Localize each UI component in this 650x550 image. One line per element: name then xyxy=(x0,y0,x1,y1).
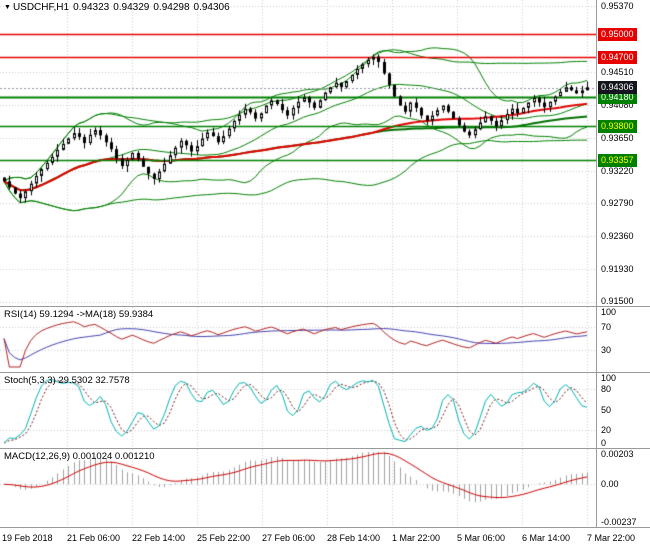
price-tick-label: 0.91500 xyxy=(601,296,634,306)
time-axis-label: 22 Feb 14:00 xyxy=(132,533,186,543)
macd-panel: MACD(12,26,9) 0.001024 0.001210 xyxy=(0,449,596,527)
rsi-tick-label: 100 xyxy=(601,307,617,317)
macd-tick-label: 0.00 xyxy=(601,479,619,490)
main-chart-panel: ▼ USDCHF,H1 0.94323 0.94329 0.94298 0.94306 xyxy=(0,0,596,306)
level-price-label: 0.95000 xyxy=(598,27,637,41)
current-price-label: 0.94306 xyxy=(598,81,637,95)
price-tick-label: 0.94080 xyxy=(601,99,634,110)
time-axis-label: 1 Mar 22:00 xyxy=(392,533,441,543)
time-axis-label: 28 Feb 14:00 xyxy=(327,533,381,543)
level-price-label: 0.93800 xyxy=(598,119,637,133)
panel-separator xyxy=(0,448,650,449)
time-axis-label: 5 Mar 06:00 xyxy=(457,533,506,543)
stochastic-tick-label: 50 xyxy=(601,404,612,415)
time-axis-label: 27 Feb 06:00 xyxy=(262,533,316,543)
rsi-panel: RSI(14) 59.1294 ->MA(18) 59.9384 xyxy=(0,307,596,372)
price-tick-label: 0.95370 xyxy=(601,1,634,12)
panel-separator xyxy=(0,372,650,373)
price-tick-label: 0.93650 xyxy=(601,132,634,143)
price-tick-label: 0.92360 xyxy=(601,231,634,242)
macd-tick-label: -0.00237 xyxy=(601,517,637,527)
price-tick-label: 0.94510 xyxy=(601,66,634,77)
level-price-label: 0.94700 xyxy=(598,50,637,64)
time-axis[interactable]: 19 Feb 2018 21 Feb 06:00 22 Feb 14:00 25 Fe… xyxy=(0,528,650,550)
panel-separator xyxy=(0,527,650,528)
rsi-tick-label: 30 xyxy=(601,344,612,355)
stochastic-axis[interactable]: 100 80 50 20 0 xyxy=(598,373,650,448)
macd-axis[interactable]: 0.00203 0.00 -0.00237 xyxy=(598,449,650,527)
price-tick-label: 0.92790 xyxy=(601,198,634,209)
macd-tick-label: 0.00203 xyxy=(601,449,634,459)
price-axis[interactable]: 0.95370 0.94510 0.94080 0.93650 0.93220 0.927… xyxy=(598,0,650,306)
price-tick-label: 0.91930 xyxy=(601,264,634,275)
price-tick-label: 0.93220 xyxy=(601,165,634,176)
rsi-canvas[interactable] xyxy=(0,307,596,372)
stochastic-panel: Stoch(5,3,3) 29.5302 32.7578 xyxy=(0,373,596,448)
stochastic-tick-label: 100 xyxy=(601,373,617,383)
level-price-label: 0.93357 xyxy=(598,153,637,167)
time-axis-label: 7 Mar 22:00 xyxy=(587,533,636,543)
rsi-tick-label: 70 xyxy=(601,322,612,333)
time-axis-label: 6 Mar 14:00 xyxy=(522,533,571,543)
stochastic-tick-label: 0 xyxy=(601,438,607,448)
stochastic-tick-label: 20 xyxy=(601,424,612,435)
time-axis-label: 25 Feb 22:00 xyxy=(197,533,251,543)
stochastic-canvas[interactable] xyxy=(0,373,596,448)
stochastic-tick-label: 80 xyxy=(601,384,612,395)
panel-separator xyxy=(0,306,650,307)
axis-separator xyxy=(596,0,597,528)
rsi-axis[interactable]: 100 70 30 xyxy=(598,307,650,372)
macd-canvas[interactable] xyxy=(0,449,596,527)
time-axis-label: 21 Feb 06:00 xyxy=(67,533,121,543)
time-axis-label: 19 Feb 2018 xyxy=(2,533,53,543)
main-chart-canvas[interactable] xyxy=(0,0,596,306)
